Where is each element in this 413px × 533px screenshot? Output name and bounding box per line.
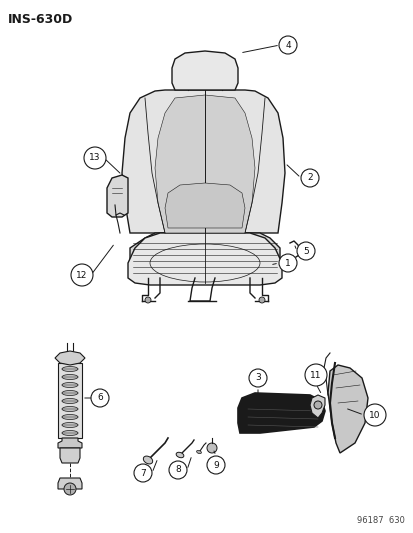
Text: 8: 8 bbox=[175, 465, 180, 474]
Circle shape bbox=[259, 297, 264, 303]
Circle shape bbox=[91, 389, 109, 407]
Text: 2: 2 bbox=[306, 174, 312, 182]
Polygon shape bbox=[309, 395, 324, 418]
Circle shape bbox=[304, 364, 326, 386]
Polygon shape bbox=[171, 51, 237, 90]
Circle shape bbox=[313, 401, 321, 409]
Text: 1: 1 bbox=[285, 259, 290, 268]
Text: 6: 6 bbox=[97, 393, 102, 402]
Ellipse shape bbox=[196, 450, 201, 454]
Text: INS-630D: INS-630D bbox=[8, 13, 73, 26]
Text: 7: 7 bbox=[140, 469, 145, 478]
Polygon shape bbox=[165, 183, 244, 228]
Polygon shape bbox=[55, 351, 85, 365]
Ellipse shape bbox=[62, 367, 78, 372]
Circle shape bbox=[84, 147, 106, 169]
Text: 9: 9 bbox=[213, 461, 218, 470]
Circle shape bbox=[278, 36, 296, 54]
Polygon shape bbox=[60, 448, 80, 463]
Ellipse shape bbox=[62, 391, 78, 395]
Ellipse shape bbox=[143, 456, 152, 464]
Polygon shape bbox=[130, 233, 279, 278]
Circle shape bbox=[278, 254, 296, 272]
Circle shape bbox=[300, 169, 318, 187]
Circle shape bbox=[206, 443, 216, 453]
Circle shape bbox=[206, 456, 224, 474]
Polygon shape bbox=[58, 478, 82, 489]
Polygon shape bbox=[122, 90, 284, 233]
Ellipse shape bbox=[62, 383, 78, 387]
Polygon shape bbox=[58, 438, 82, 448]
Polygon shape bbox=[237, 393, 324, 433]
FancyBboxPatch shape bbox=[58, 363, 82, 438]
Ellipse shape bbox=[176, 453, 183, 458]
Text: 13: 13 bbox=[89, 154, 100, 163]
Text: 12: 12 bbox=[76, 271, 88, 279]
Text: 10: 10 bbox=[368, 410, 380, 419]
Circle shape bbox=[296, 242, 314, 260]
Polygon shape bbox=[128, 233, 281, 285]
Ellipse shape bbox=[62, 423, 78, 427]
Circle shape bbox=[71, 264, 93, 286]
Ellipse shape bbox=[62, 407, 78, 411]
Text: 4: 4 bbox=[285, 41, 290, 50]
Ellipse shape bbox=[62, 431, 78, 435]
Circle shape bbox=[248, 369, 266, 387]
Polygon shape bbox=[107, 175, 128, 217]
Ellipse shape bbox=[62, 415, 78, 419]
Ellipse shape bbox=[62, 375, 78, 379]
Circle shape bbox=[64, 483, 76, 495]
Text: 3: 3 bbox=[254, 374, 260, 383]
Polygon shape bbox=[154, 95, 254, 233]
Circle shape bbox=[145, 297, 151, 303]
Text: 5: 5 bbox=[302, 246, 308, 255]
Circle shape bbox=[363, 404, 385, 426]
Polygon shape bbox=[327, 365, 367, 453]
Ellipse shape bbox=[62, 399, 78, 403]
Circle shape bbox=[169, 461, 187, 479]
Text: 11: 11 bbox=[309, 370, 321, 379]
Circle shape bbox=[134, 464, 152, 482]
Text: 96187  630: 96187 630 bbox=[356, 516, 404, 525]
